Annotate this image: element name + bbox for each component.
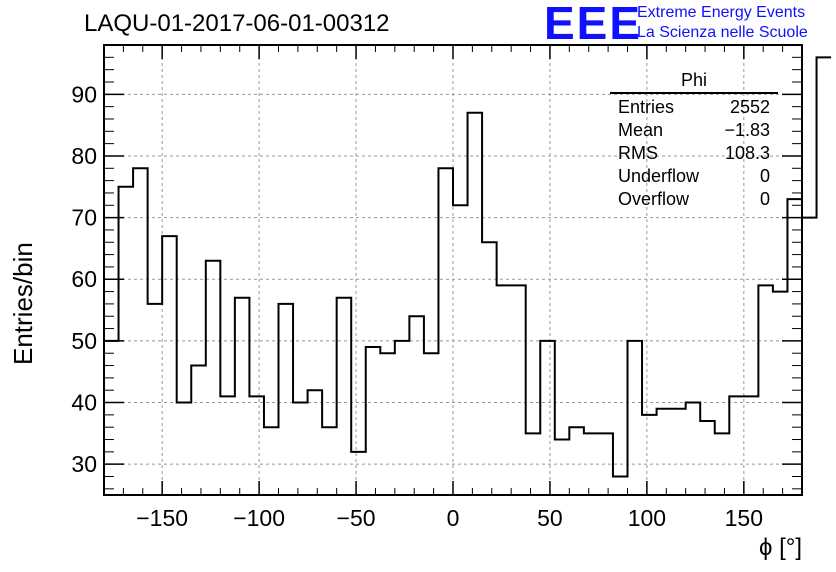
histogram-bin [657,409,672,495]
histogram-bin [351,452,366,495]
stats-row-rms: RMS 108.3 [610,142,778,165]
stats-label: RMS [618,143,658,163]
y-tick-label: 80 [71,143,97,169]
histogram-bin [104,341,119,495]
logo-line-2: La Scienza nelle Scuole [637,24,808,41]
histogram-bin [802,218,817,495]
stats-value: 108.3 [724,143,770,163]
histogram-bin [293,403,308,495]
stats-label: Overflow [618,189,690,209]
histogram-bin [468,113,483,495]
x-tick-label: 0 [447,505,460,531]
histogram-bin [584,433,599,495]
y-axis-label: Entries/bin [8,242,38,365]
x-tick-label: 100 [628,505,666,531]
histogram-bin [555,440,570,495]
stats-value: 2552 [729,97,770,117]
histogram-bin [133,168,148,495]
histogram-bin [395,341,410,495]
x-axis-label: ϕ [°] [758,534,802,561]
histogram-bin [686,403,701,495]
histogram-bin [671,409,686,495]
histogram-bin [409,316,424,495]
stats-value: 0 [759,166,770,186]
histogram-bin [497,285,512,495]
histogram-bin [322,427,337,495]
stats-row-underflow: Underflow 0 [610,165,778,188]
histogram-bin [700,421,715,495]
histogram-bin [744,396,759,495]
histogram-bin [235,298,250,495]
stats-value: −1.83 [724,120,770,140]
tick-labels: −150 −100 −50 0 50 100 150 30 40 50 60 70 80 90 [71,81,763,531]
histogram-bin [162,236,177,495]
histogram-bin [191,366,206,495]
logo-line-1: Extreme Energy Events [637,4,806,21]
stats-row-entries: Entries 2552 [610,96,778,119]
histogram-bin [540,341,555,495]
stats-label: Mean [618,120,664,140]
histogram-bin [628,341,643,495]
x-tick-label: −150 [136,505,188,531]
histogram-bin [817,57,832,495]
histogram-bin [206,261,221,495]
histogram-bin [220,396,235,495]
eee-logo: EEE [544,0,643,49]
histogram-bin [715,433,730,495]
histogram-bin [337,298,352,495]
histogram-bin [598,433,613,495]
x-tick-label: 150 [725,505,763,531]
histogram-bin [453,205,468,495]
histogram-bin [482,242,497,495]
histogram-bin [729,396,744,495]
x-tick-label: −50 [337,505,376,531]
histogram-bin [264,427,279,495]
stats-box: Phi Entries 2552 Mean −1.83 RMS 108.3 Un… [610,70,778,211]
y-tick-label: 30 [71,451,97,477]
stats-title: Phi [610,70,778,94]
histogram-bin [249,396,264,495]
histogram-bin [526,433,541,495]
y-tick-label: 50 [71,328,97,354]
x-tick-label: 50 [537,505,563,531]
histogram-bin [177,403,192,495]
histogram-bin [279,304,294,495]
histogram-bin [511,285,526,495]
y-tick-label: 60 [71,266,97,292]
histogram-bin [438,168,453,495]
y-tick-label: 70 [71,205,97,231]
histogram-bin [148,304,163,495]
histogram-bin [569,427,584,495]
stats-label: Underflow [618,166,700,186]
histogram-bin [787,199,802,495]
axis-ticks [103,44,803,495]
histogram-outline [104,56,832,478]
histogram-bin [642,415,657,495]
histogram-bin [366,347,381,495]
stats-label: Entries [618,97,675,117]
y-tick-label: 40 [71,390,97,416]
histogram-series [104,56,832,495]
histogram-bin [424,353,439,495]
chart-title: LAQU-01-2017-06-01-00312 [84,10,390,37]
histogram-bin [613,477,628,495]
y-tick-label: 90 [71,81,97,107]
stats-row-overflow: Overflow 0 [610,188,778,211]
x-tick-label: −100 [233,505,285,531]
stats-row-mean: Mean −1.83 [610,119,778,142]
histogram-bin [308,390,323,495]
histogram-bin [758,285,773,495]
stats-value: 0 [759,189,770,209]
histogram-bin [380,353,395,495]
